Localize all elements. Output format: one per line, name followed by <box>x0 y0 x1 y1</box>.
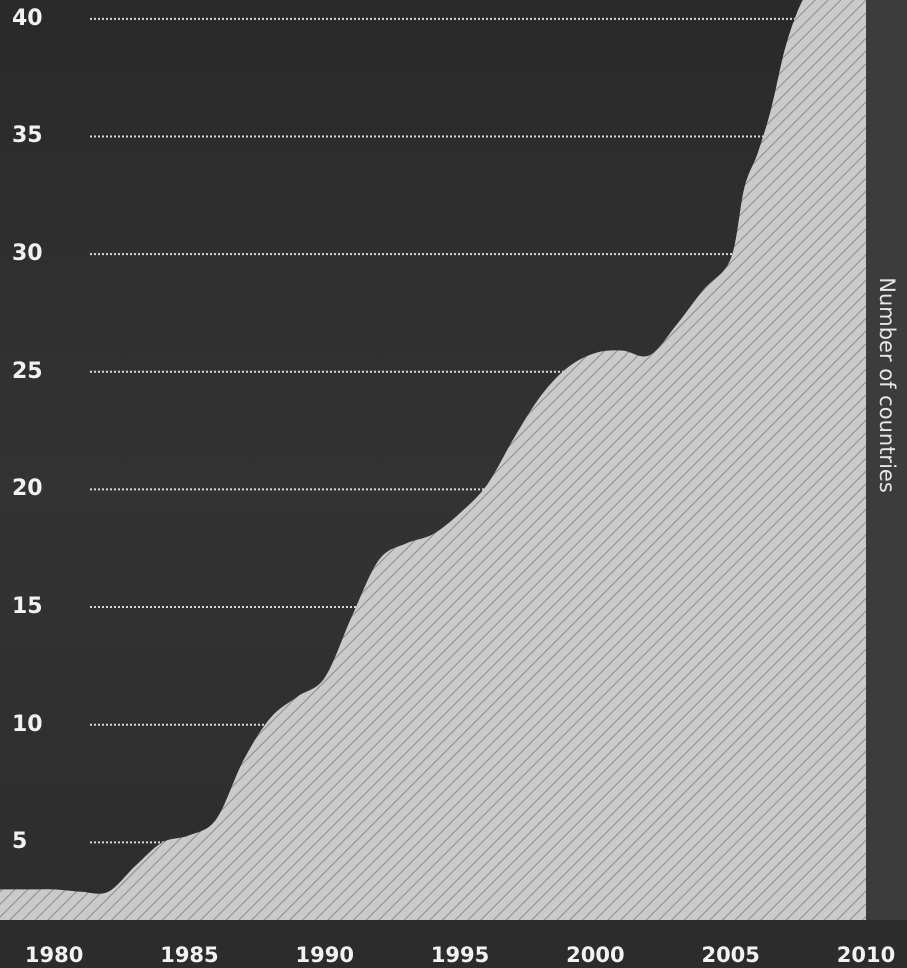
x-tick-label: 1990 <box>295 943 354 967</box>
y-tick-label: 15 <box>12 594 43 620</box>
y-tick-label: 20 <box>12 476 43 502</box>
x-tick-label: 2000 <box>566 943 625 967</box>
x-tick-label: 2005 <box>701 943 760 967</box>
x-tick-label: 2010 <box>836 943 896 967</box>
x-tick-label: 1980 <box>24 943 84 967</box>
y-tick-label: 30 <box>12 241 43 267</box>
x-tick-label: 1985 <box>160 943 219 967</box>
y-tick-label: 5 <box>12 829 28 855</box>
y-tick-label: 25 <box>12 358 43 384</box>
y-tick-label: 10 <box>12 711 43 737</box>
y-axis-label: Number of countries <box>875 277 899 493</box>
x-tick-label: 1995 <box>430 943 490 967</box>
y-tick-label: 35 <box>12 123 43 149</box>
y-tick-label: 40 <box>12 5 43 31</box>
right-margin-strip <box>866 0 907 920</box>
area-series <box>0 0 866 920</box>
